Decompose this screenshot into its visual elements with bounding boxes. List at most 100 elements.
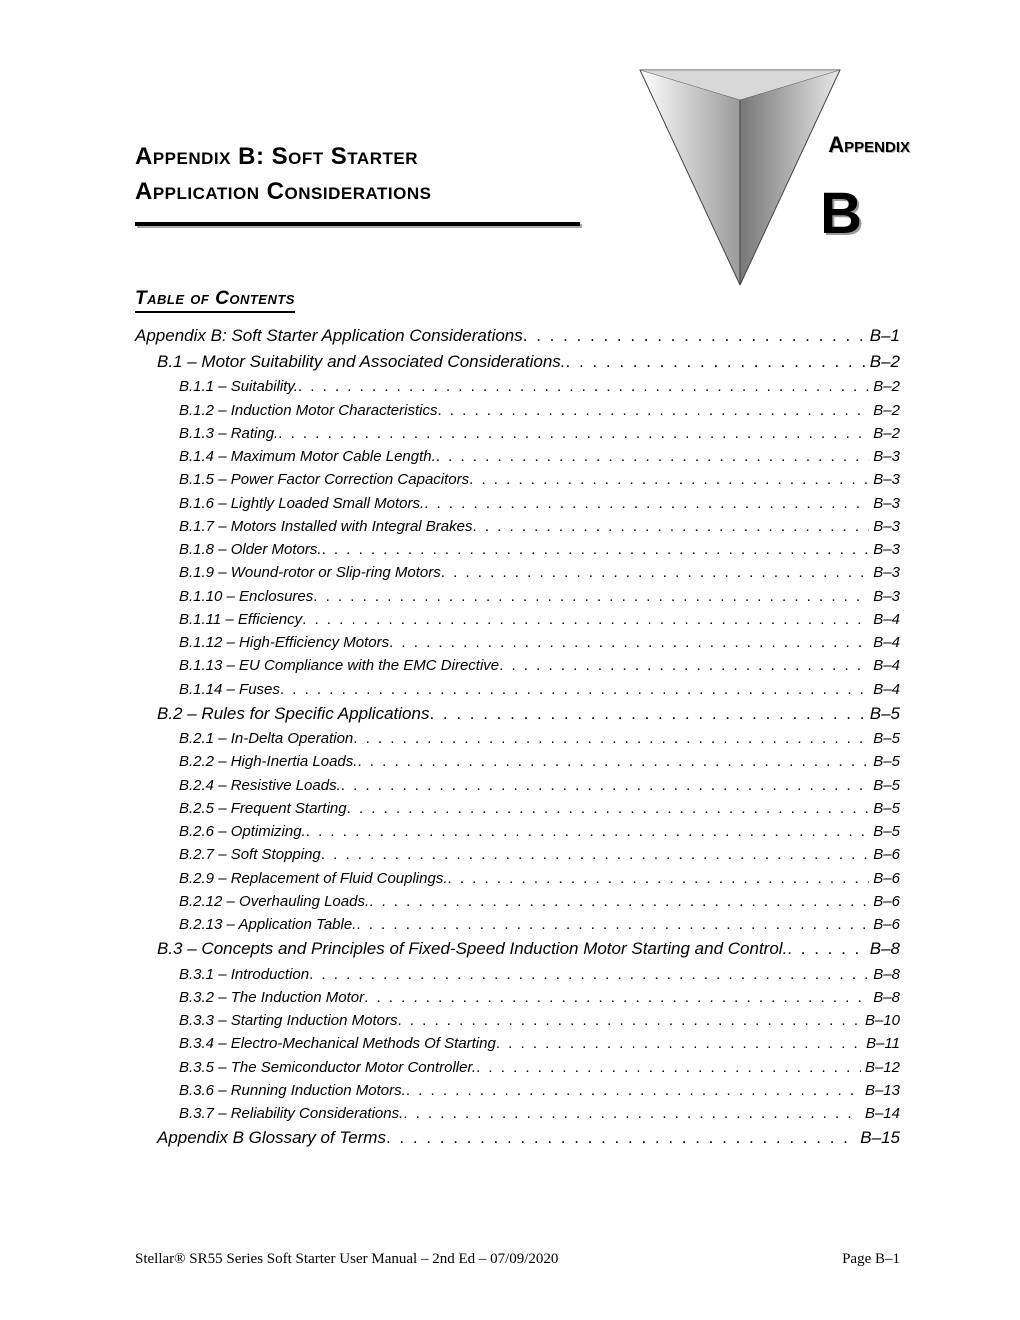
- toc-entry-label: B.1.4 – Maximum Motor Cable Length.: [179, 445, 436, 468]
- toc-entry[interactable]: B.2.2 – High-Inertia Loads.B–5: [179, 750, 900, 773]
- toc-entry-label: B.1.14 – Fuses: [179, 678, 280, 701]
- toc-entry[interactable]: B.3.6 – Running Induction Motors.B–13: [179, 1079, 900, 1102]
- toc-entry-page: B–6: [869, 843, 900, 866]
- toc-entry[interactable]: B.1.7 – Motors Installed with Integral B…: [179, 515, 900, 538]
- toc-leader-dots: [386, 1125, 856, 1151]
- toc-entry[interactable]: B.1.13 – EU Compliance with the EMC Dire…: [179, 654, 900, 677]
- toc-entry-page: B–1: [866, 323, 900, 349]
- toc-entry-page: B–14: [861, 1102, 900, 1125]
- toc-entry[interactable]: B.3 – Concepts and Principles of Fixed-S…: [157, 936, 900, 962]
- toc-entry[interactable]: B.3.7 – Reliability Considerations.B–14: [179, 1102, 900, 1125]
- toc-entry[interactable]: B.1.4 – Maximum Motor Cable Length.B–3: [179, 445, 900, 468]
- toc-leader-dots: [429, 701, 865, 727]
- toc-leader-dots: [447, 867, 869, 890]
- toc-entry-label: B.2.6 – Optimizing.: [179, 820, 306, 843]
- toc-leader-dots: [397, 1009, 861, 1032]
- toc-entry-label: B.2.1 – In-Delta Operation: [179, 727, 353, 750]
- toc-entry[interactable]: Appendix B Glossary of TermsB–15: [157, 1125, 900, 1151]
- toc-entry-page: B–8: [866, 936, 900, 962]
- toc-leader-dots: [306, 820, 870, 843]
- toc-entry[interactable]: B.2.1 – In-Delta Operation B–5: [179, 727, 900, 750]
- toc-entry[interactable]: Appendix B: Soft Starter Application Con…: [135, 323, 900, 349]
- toc-entry-label: B.3.2 – The Induction Motor: [179, 986, 364, 1009]
- toc-entry-page: B–5: [869, 727, 900, 750]
- toc-entry[interactable]: B.2 – Rules for Specific ApplicationsB–5: [157, 701, 900, 727]
- toc-entry-page: B–5: [869, 774, 900, 797]
- toc-entry-page: B–8: [869, 986, 900, 1009]
- toc-entry[interactable]: B.2.4 – Resistive Loads. B–5: [179, 774, 900, 797]
- header-row: Appendix B: Soft Starter Application Con…: [135, 60, 900, 226]
- toc-entry-label: B.2.7 – Soft Stopping: [179, 843, 321, 866]
- toc-entry[interactable]: B.1.1 – Suitability.B–2: [179, 375, 900, 398]
- toc-entry-label: B.2.4 – Resistive Loads.: [179, 774, 341, 797]
- toc-entry[interactable]: B.1.11 – EfficiencyB–4: [179, 608, 900, 631]
- toc-leader-dots: [278, 422, 869, 445]
- toc-entry[interactable]: B.1.10 – EnclosuresB–3: [179, 585, 900, 608]
- toc-leader-dots: [403, 1102, 861, 1125]
- toc-entry[interactable]: B.2.6 – Optimizing. B–5: [179, 820, 900, 843]
- toc-entry[interactable]: B.1.8 – Older Motors.B–3: [179, 538, 900, 561]
- toc-leader-dots: [356, 913, 869, 936]
- toc-leader-dots: [364, 986, 869, 1009]
- toc-entry[interactable]: B.3.2 – The Induction Motor B–8: [179, 986, 900, 1009]
- toc-entry-page: B–6: [869, 913, 900, 936]
- toc-entry-page: B–3: [869, 515, 900, 538]
- toc-entry-page: B–6: [869, 890, 900, 913]
- toc-section: Table of Contents Appendix B: Soft Start…: [135, 288, 900, 1152]
- toc-entry-label: B.1.12 – High-Efficiency Motors: [179, 631, 389, 654]
- toc-leader-dots: [341, 774, 870, 797]
- toc-leader-dots: [347, 797, 870, 820]
- title-underline: [135, 222, 580, 226]
- toc-leader-dots: [322, 538, 870, 561]
- toc-entry-page: B–5: [869, 750, 900, 773]
- toc-entry-page: B–12: [861, 1056, 900, 1079]
- toc-leader-dots: [406, 1079, 861, 1102]
- toc-entry-page: B–4: [869, 678, 900, 701]
- toc-entry[interactable]: B.1.9 – Wound-rotor or Slip-ring MotorsB…: [179, 561, 900, 584]
- toc-leader-dots: [499, 654, 869, 677]
- toc-entry-page: B–2: [869, 375, 900, 398]
- toc-leader-dots: [280, 678, 869, 701]
- toc-entry-page: B–11: [862, 1032, 900, 1055]
- toc-entry-label: B.1.2 – Induction Motor Characteristics: [179, 399, 437, 422]
- toc-entry-label: B.3 – Concepts and Principles of Fixed-S…: [157, 936, 787, 962]
- toc-leader-dots: [424, 492, 869, 515]
- toc-entry[interactable]: B.2.9 – Replacement of Fluid Couplings.B…: [179, 867, 900, 890]
- toc-entry[interactable]: B.1 – Motor Suitability and Associated C…: [157, 349, 900, 375]
- toc-leader-dots: [309, 963, 869, 986]
- toc-entry[interactable]: B.2.12 – Overhauling Loads. B–6: [179, 890, 900, 913]
- toc-entry[interactable]: B.1.3 – Rating.B–2: [179, 422, 900, 445]
- toc-list: Appendix B: Soft Starter Application Con…: [135, 323, 900, 1152]
- toc-entry-page: B–2: [866, 349, 900, 375]
- toc-entry-label: B.1.10 – Enclosures: [179, 585, 313, 608]
- toc-entry-label: B.1.5 – Power Factor Correction Capacito…: [179, 468, 469, 491]
- toc-leader-dots: [476, 1056, 861, 1079]
- toc-entry-label: B.2.12 – Overhauling Loads.: [179, 890, 369, 913]
- toc-leader-dots: [353, 727, 869, 750]
- toc-entry[interactable]: B.1.14 – Fuses B–4: [179, 678, 900, 701]
- toc-entry-label: Appendix B: Soft Starter Application Con…: [135, 323, 523, 349]
- toc-entry-label: B.1 – Motor Suitability and Associated C…: [157, 349, 566, 375]
- toc-entry-page: B–3: [869, 468, 900, 491]
- toc-entry[interactable]: B.1.2 – Induction Motor CharacteristicsB…: [179, 399, 900, 422]
- toc-entry[interactable]: B.2.13 – Application Table.B–6: [179, 913, 900, 936]
- toc-entry-label: B.1.6 – Lightly Loaded Small Motors.: [179, 492, 424, 515]
- toc-entry[interactable]: B.3.1 – IntroductionB–8: [179, 963, 900, 986]
- toc-entry[interactable]: B.3.4 – Electro-Mechanical Methods Of St…: [179, 1032, 900, 1055]
- toc-entry-page: B–5: [869, 820, 900, 843]
- footer-left: Stellar® SR55 Series Soft Starter User M…: [135, 1251, 558, 1268]
- toc-entry[interactable]: B.1.6 – Lightly Loaded Small Motors. B–3: [179, 492, 900, 515]
- toc-entry-label: B.1.7 – Motors Installed with Integral B…: [179, 515, 472, 538]
- toc-entry[interactable]: B.3.5 – The Semiconductor Motor Controll…: [179, 1056, 900, 1079]
- toc-entry-page: B–2: [869, 422, 900, 445]
- toc-entry-label: B.1.13 – EU Compliance with the EMC Dire…: [179, 654, 499, 677]
- toc-leader-dots: [357, 750, 869, 773]
- toc-entry[interactable]: B.2.5 – Frequent StartingB–5: [179, 797, 900, 820]
- toc-entry[interactable]: B.3.3 – Starting Induction MotorsB–10: [179, 1009, 900, 1032]
- toc-entry[interactable]: B.1.12 – High-Efficiency MotorsB–4: [179, 631, 900, 654]
- toc-entry[interactable]: B.2.7 – Soft Stopping B–6: [179, 843, 900, 866]
- appendix-badge: Appendix B: [590, 60, 910, 305]
- toc-entry[interactable]: B.1.5 – Power Factor Correction Capacito…: [179, 468, 900, 491]
- toc-entry-page: B–3: [869, 492, 900, 515]
- toc-entry-label: B.3.3 – Starting Induction Motors: [179, 1009, 397, 1032]
